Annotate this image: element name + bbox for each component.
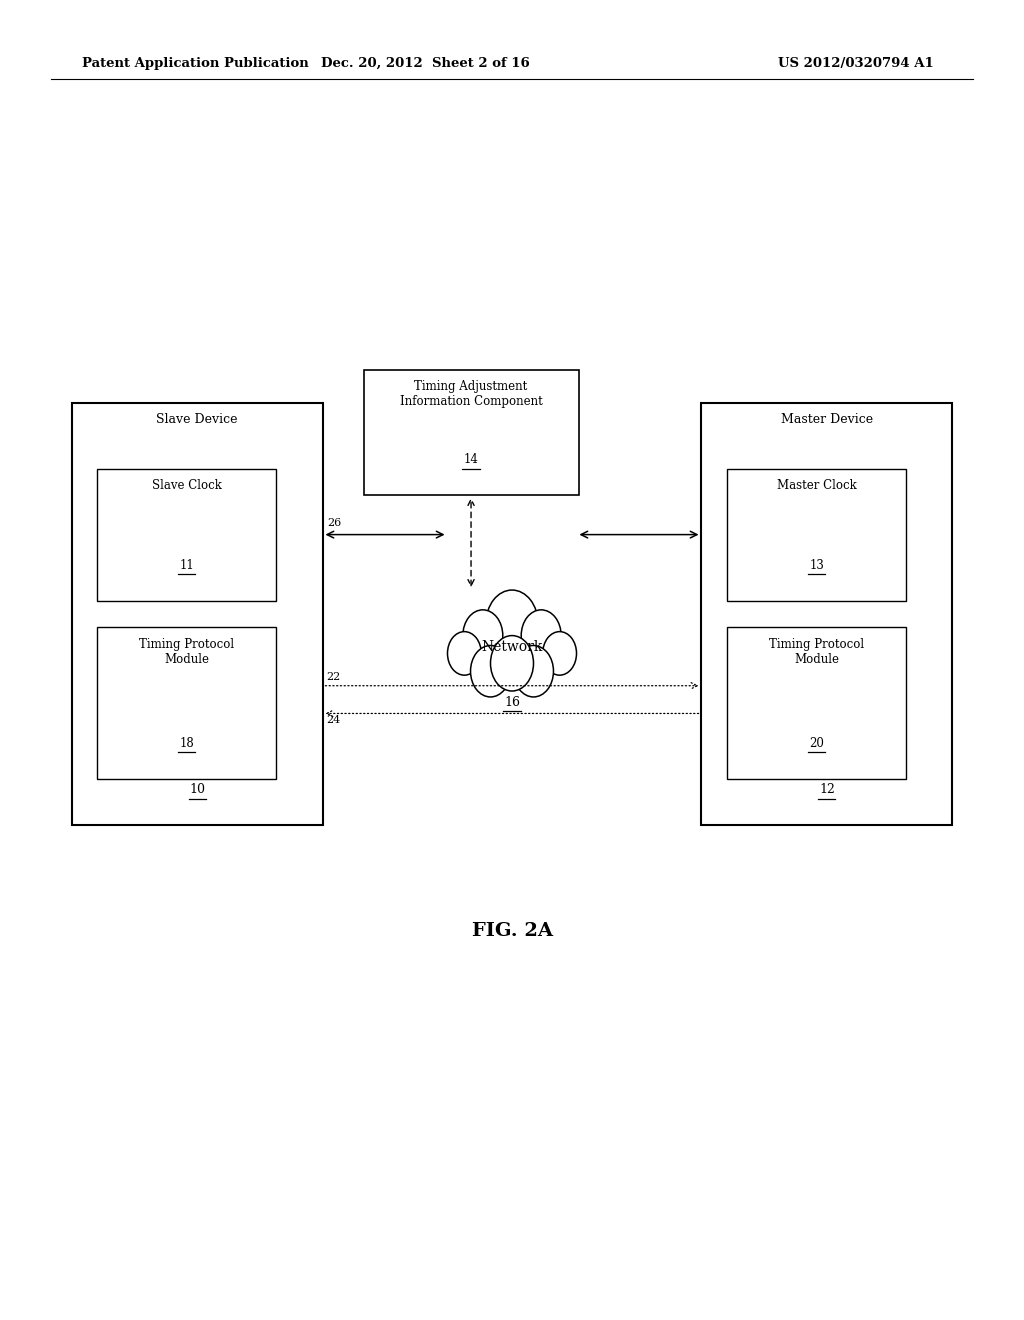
Text: 24: 24 [327, 715, 341, 725]
Circle shape [490, 635, 534, 692]
Text: Dec. 20, 2012  Sheet 2 of 16: Dec. 20, 2012 Sheet 2 of 16 [321, 57, 529, 70]
Text: Patent Application Publication: Patent Application Publication [82, 57, 308, 70]
Text: Slave Clock: Slave Clock [152, 479, 222, 492]
Text: 14: 14 [464, 453, 478, 466]
Text: 10: 10 [189, 783, 205, 796]
Circle shape [463, 610, 503, 661]
Bar [701, 403, 952, 825]
Circle shape [485, 590, 539, 657]
Bar [97, 469, 276, 601]
Text: Timing Protocol
Module: Timing Protocol Module [139, 638, 234, 665]
Bar [97, 627, 276, 779]
Text: 22: 22 [327, 672, 341, 681]
Circle shape [455, 579, 569, 727]
Circle shape [543, 631, 577, 675]
Bar [727, 469, 906, 601]
Text: 11: 11 [179, 558, 195, 572]
Text: 26: 26 [328, 517, 342, 528]
Text: 13: 13 [809, 558, 824, 572]
Text: 18: 18 [179, 737, 195, 750]
Bar [72, 403, 323, 825]
Circle shape [470, 645, 510, 697]
Text: Timing Adjustment
Information Component: Timing Adjustment Information Component [399, 380, 543, 408]
Text: Network: Network [481, 640, 543, 653]
Text: Master Device: Master Device [781, 413, 872, 426]
Bar [364, 370, 579, 495]
Bar [727, 627, 906, 779]
Text: 20: 20 [809, 737, 824, 750]
Text: FIG. 2A: FIG. 2A [471, 921, 553, 940]
Circle shape [521, 610, 561, 661]
Text: US 2012/0320794 A1: US 2012/0320794 A1 [778, 57, 934, 70]
Text: Master Clock: Master Clock [777, 479, 856, 492]
Text: Timing Protocol
Module: Timing Protocol Module [769, 638, 864, 665]
Text: Slave Device: Slave Device [157, 413, 238, 426]
Circle shape [447, 631, 481, 675]
Circle shape [514, 645, 553, 697]
Text: 12: 12 [819, 783, 835, 796]
Text: 16: 16 [504, 696, 520, 709]
